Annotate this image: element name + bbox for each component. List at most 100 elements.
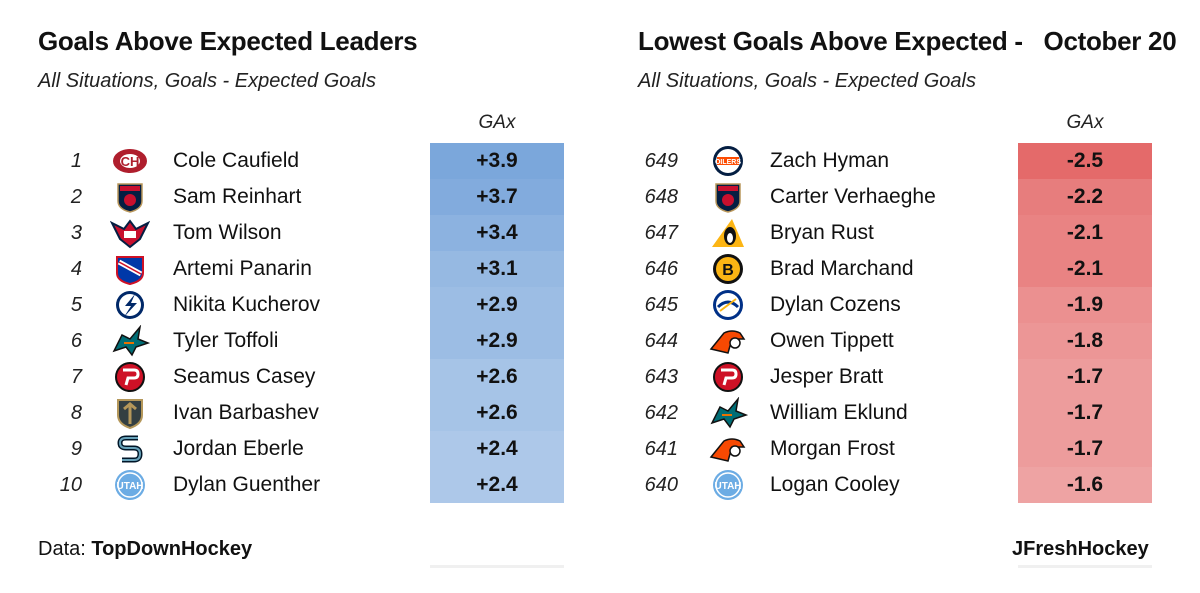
svg-text:UTAH: UTAH: [116, 481, 143, 492]
value-cell: +3.1: [430, 251, 564, 287]
leaders-panel: Goals Above Expected Leaders All Situati…: [0, 0, 564, 593]
rank-label: 2: [70, 186, 82, 208]
table-row: 10 UTAH Dylan Guenther +2.4: [0, 467, 564, 503]
svg-text:UTAH: UTAH: [714, 481, 741, 492]
leaders-subtitle: All Situations, Goals - Expected Goals: [38, 70, 376, 92]
table-row: 9 Jordan Eberle +2.4: [0, 431, 564, 467]
value-cell: -1.9: [1018, 287, 1152, 323]
player-name: Tyler Toffoli: [173, 329, 279, 352]
value-cell: -1.7: [1018, 395, 1152, 431]
player-name: Seamus Casey: [173, 365, 316, 388]
gax-value: +3.9: [476, 149, 518, 172]
gax-value: -2.2: [1066, 185, 1104, 208]
value-cell: +2.6: [430, 359, 564, 395]
leaders-value-header: GAx: [478, 112, 516, 133]
table-row: 644 Owen Tippett -1.8: [600, 323, 1160, 359]
rank-label: 649: [644, 150, 678, 172]
table-row: 649 OILERS Zach Hyman -2.5: [600, 143, 1160, 179]
san-jose-sharks-logo-icon: [710, 397, 748, 429]
gax-value: -1.7: [1066, 401, 1104, 424]
value-cell: +2.9: [430, 287, 564, 323]
table-row: 4 Artemi Panarin +3.1: [0, 251, 564, 287]
utah-hockey-club-logo-icon: UTAH: [115, 470, 145, 500]
player-name: Ivan Barbashev: [173, 401, 319, 424]
player-name: Nikita Kucherov: [173, 293, 321, 316]
rank-label: 7: [70, 366, 82, 388]
gax-value: -1.9: [1066, 293, 1104, 316]
value-cell: -1.6: [1018, 467, 1152, 503]
rank-label: 641: [644, 438, 678, 460]
rank-label: 8: [70, 402, 82, 424]
table-row: 1 CH Cole Caufield +3.9: [0, 143, 564, 179]
gax-value: -1.7: [1066, 437, 1104, 460]
florida-panthers-logo-icon: [117, 183, 143, 213]
rank-label: 644: [644, 330, 678, 352]
value-cell: +2.4: [430, 467, 564, 503]
gax-value: +3.7: [476, 185, 518, 208]
data-source-label: Data:: [38, 538, 92, 560]
gax-value: +3.4: [476, 221, 518, 244]
value-cell: +3.9: [430, 143, 564, 179]
leaders-title: Goals Above Expected Leaders: [38, 26, 418, 56]
washington-capitals-logo-icon: [110, 219, 150, 249]
player-name: Artemi Panarin: [173, 257, 312, 280]
player-name: Jordan Eberle: [173, 437, 304, 460]
rank-label: 1: [70, 150, 82, 172]
value-cell: -2.1: [1018, 251, 1152, 287]
lowest-panel: Lowest Goals Above Expected - October 20…: [600, 0, 1177, 593]
rank-label: 3: [70, 222, 82, 244]
value-cell: +2.6: [430, 395, 564, 431]
value-cell: -1.7: [1018, 359, 1152, 395]
player-name: Brad Marchand: [770, 257, 914, 280]
player-name: Logan Cooley: [770, 473, 900, 496]
lowest-band-shadow: [1018, 565, 1152, 568]
data-source-name: TopDownHockey: [91, 538, 253, 560]
table-row: 2 Sam Reinhart +3.7: [0, 179, 564, 215]
montreal-canadiens-logo-icon: CH: [113, 149, 147, 173]
table-row: 641 Morgan Frost -1.7: [600, 431, 1160, 467]
data-source-footer: Data: TopDownHockey: [38, 538, 252, 561]
player-name: William Eklund: [770, 401, 908, 424]
value-cell: +3.4: [430, 215, 564, 251]
table-row: 645 Dylan Cozens -1.9: [600, 287, 1160, 323]
table-row: 6 Tyler Toffoli +2.9: [0, 323, 564, 359]
table-row: 642 William Eklund -1.7: [600, 395, 1160, 431]
rank-label: 640: [644, 474, 678, 496]
lowest-value-header: GAx: [1066, 112, 1104, 133]
new-jersey-devils-logo-icon: [713, 362, 743, 392]
edmonton-oilers-logo-icon: OILERS: [713, 146, 743, 176]
table-row: 640 UTAH Logan Cooley -1.6: [600, 467, 1160, 503]
vegas-golden-knights-logo-icon: [117, 399, 143, 429]
value-cell: +3.7: [430, 179, 564, 215]
philadelphia-flyers-logo-icon: [709, 330, 746, 354]
player-name: Morgan Frost: [770, 437, 895, 460]
table-row: 5 Nikita Kucherov +2.9: [0, 287, 564, 323]
player-name: Jesper Bratt: [770, 365, 884, 388]
rank-label: 10: [59, 474, 82, 496]
player-name: Dylan Cozens: [770, 293, 901, 316]
credit-footer: JFreshHockey: [1012, 538, 1149, 560]
gax-value: +2.4: [476, 437, 518, 460]
rank-label: 5: [70, 294, 82, 316]
pittsburgh-penguins-logo-icon: [712, 219, 744, 247]
gax-value: +3.1: [476, 257, 518, 280]
table-row: 8 Ivan Barbashev +2.6: [0, 395, 564, 431]
rank-label: 647: [644, 222, 678, 244]
boston-bruins-logo-icon: B: [713, 254, 743, 284]
player-name: Cole Caufield: [173, 149, 300, 172]
gax-value: +2.9: [476, 329, 518, 352]
gax-value: -2.5: [1066, 149, 1104, 172]
player-name: Zach Hyman: [770, 149, 890, 172]
value-cell: -2.5: [1018, 143, 1152, 179]
value-cell: -2.2: [1018, 179, 1152, 215]
svg-text:CH: CH: [121, 154, 140, 169]
utah-hockey-club-logo-icon: UTAH: [713, 470, 743, 500]
player-name: Bryan Rust: [770, 221, 874, 244]
rank-label: 648: [644, 186, 678, 208]
svg-text:OILERS: OILERS: [715, 159, 741, 166]
value-cell: -2.1: [1018, 215, 1152, 251]
gax-value: -2.1: [1066, 257, 1104, 280]
player-name: Tom Wilson: [173, 221, 282, 244]
new-jersey-devils-logo-icon: [115, 362, 145, 392]
rank-label: 645: [644, 294, 678, 316]
